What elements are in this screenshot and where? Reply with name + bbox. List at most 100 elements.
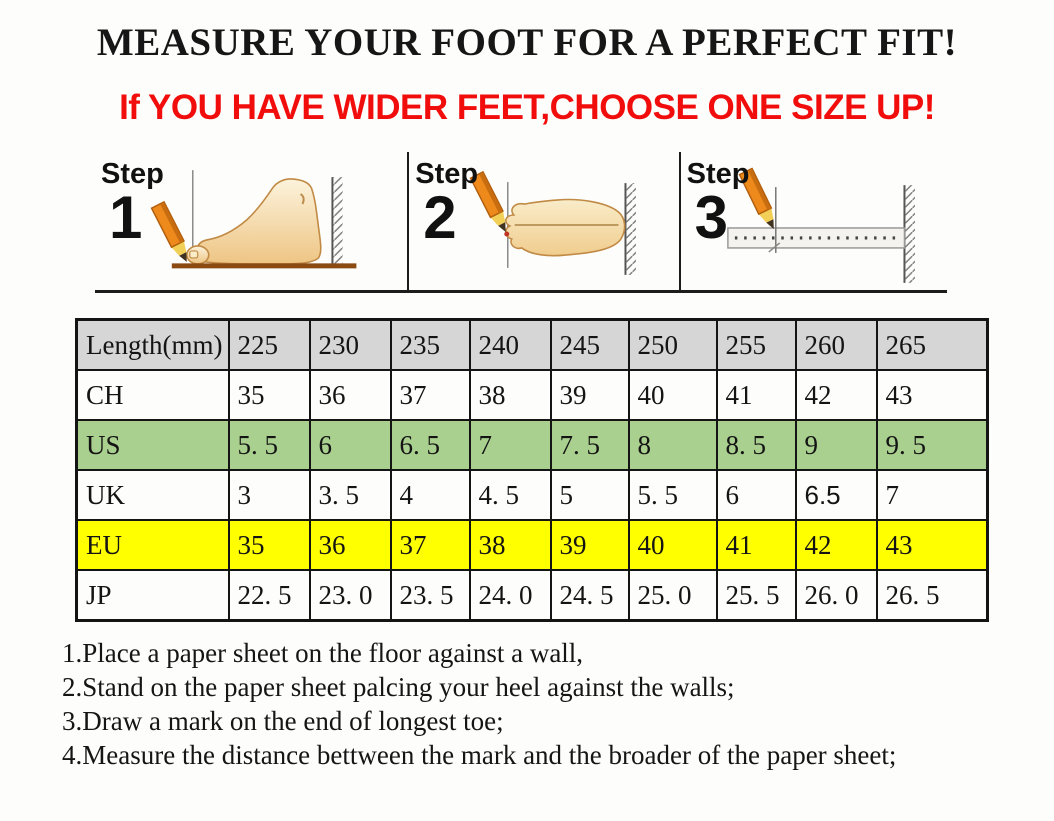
step-3-header: Step 3 (686, 158, 750, 251)
row-label: Length(mm) (75, 318, 230, 371)
foot-side-view-illustration (150, 170, 357, 269)
row-label: CH (75, 369, 230, 421)
measurement-steps-row: Step 1 (95, 152, 947, 293)
table-cell: 6 (308, 419, 392, 471)
table-cell: 5. 5 (227, 419, 311, 471)
wall-hatch (332, 177, 343, 265)
table-cell: 42 (794, 519, 878, 571)
table-cell: 5 (549, 469, 630, 521)
small-cross-mark (767, 242, 780, 253)
row-label: EU (75, 519, 230, 571)
table-cell: 24. 5 (549, 569, 630, 622)
table-cell: 8 (627, 419, 718, 471)
table-cell: 41 (715, 369, 797, 421)
table-cell: 4 (389, 469, 471, 521)
ruler (726, 227, 905, 249)
foot-top-shape (505, 198, 626, 257)
step-number: 3 (694, 184, 728, 251)
step-3-panel: Step 3 (678, 152, 947, 290)
table-cell: 235 (389, 318, 471, 371)
pencil-icon (738, 167, 774, 229)
table-cell: 38 (468, 369, 552, 421)
row-label: JP (75, 569, 230, 622)
table-cell: 36 (308, 519, 392, 571)
table-row: JP 22. 5 23. 0 23. 5 24. 0 24. 5 25. 0 25. 5 26.… (75, 569, 989, 622)
table-cell: 39 (549, 369, 630, 421)
step-2-panel: Step 2 (407, 152, 678, 290)
table-cell: 23. 0 (308, 569, 392, 622)
table-cell: 41 (715, 519, 797, 571)
table-cell: 23. 5 (389, 569, 471, 622)
wider-feet-warning: If YOU HAVE WIDER FEET,CHOOSE ONE SIZE U… (119, 88, 935, 127)
table-cell: 36 (308, 369, 392, 421)
instructions-list: 1.Place a paper sheet on the floor again… (62, 636, 896, 772)
table-cell: 40 (627, 369, 718, 421)
step-1-header: Step 1 (101, 158, 164, 248)
table-cell: 245 (549, 318, 630, 371)
table-cell: 3 (227, 469, 311, 521)
pencil-icon (469, 170, 507, 232)
ruler-measure-illustration (726, 167, 915, 283)
table-cell: 9 (794, 419, 878, 471)
table-cell: 26. 5 (875, 569, 989, 622)
table-cell: 25. 5 (715, 569, 797, 622)
table-cell: 43 (875, 369, 989, 421)
table-cell: 3. 5 (308, 469, 392, 521)
table-cell: 225 (227, 318, 311, 371)
table-cell: 6.5 (794, 469, 878, 521)
pencil-mark-dot (504, 231, 510, 237)
table-cell: 39 (549, 519, 630, 571)
foot-side-shape (195, 178, 322, 265)
step-label: Step (686, 158, 750, 190)
table-cell: 25. 0 (627, 569, 718, 622)
table-cell: 24. 0 (468, 569, 552, 622)
table-cell: 260 (794, 318, 878, 371)
table-row: US 5. 5 6 6. 5 7 7. 5 8 8. 5 9 9. 5 (75, 419, 989, 471)
table-cell: 6 (715, 469, 797, 521)
step-1-panel: Step 1 (95, 152, 407, 290)
page-title: MEASURE YOUR FOOT FOR A PERFECT FIT! (96, 21, 958, 64)
toenail (189, 250, 199, 259)
ankle-mark (299, 193, 305, 205)
table-cell: 5. 5 (627, 469, 718, 521)
row-label: US (75, 419, 230, 471)
foot-top-view-illustration (469, 170, 637, 275)
table-cell: 35 (227, 369, 311, 421)
table-cell: 22. 5 (227, 569, 311, 622)
step-number: 2 (423, 184, 457, 251)
wall-hatch (904, 185, 915, 283)
instruction-line: 4.Measure the distance bettween the mark… (62, 740, 897, 770)
table-cell: 4. 5 (468, 469, 552, 521)
size-chart-table: Length(mm) 225 230 235 240 245 250 255 260 265 CH 3… (75, 318, 989, 622)
step-label: Step (415, 158, 479, 190)
table-row: EU 35 36 37 38 39 40 41 42 43 (75, 519, 989, 571)
table-cell: 7 (875, 469, 989, 521)
row-label: UK (75, 469, 230, 521)
step-2-header: Step 2 (415, 158, 479, 251)
table-cell: 255 (715, 318, 797, 371)
table-row: Length(mm) 225 230 235 240 245 250 255 260 265 (75, 318, 989, 371)
table-cell: 7. 5 (549, 419, 630, 471)
instruction-line: 3.Draw a mark on the end of longest toe; (62, 706, 504, 736)
table-cell: 42 (794, 369, 878, 421)
instruction-line: 1.Place a paper sheet on the floor again… (62, 638, 584, 668)
table-cell: 26. 0 (794, 569, 878, 622)
table-row: CH 35 36 37 38 39 40 41 42 43 (75, 369, 989, 421)
table-cell: 43 (875, 519, 989, 571)
instruction-line: 2.Stand on the paper sheet palcing your … (62, 672, 735, 702)
step-label: Step (101, 158, 164, 190)
wall-hatch (626, 183, 637, 275)
table-cell: 37 (389, 519, 471, 571)
table-cell: 265 (875, 318, 989, 371)
table-cell: 8. 5 (715, 419, 797, 471)
table-cell: 40 (627, 519, 718, 571)
table-cell: 37 (389, 369, 471, 421)
table-cell: 9. 5 (875, 419, 989, 471)
table-cell: 7 (468, 419, 552, 471)
table-cell: 38 (468, 519, 552, 571)
table-row: UK 3 3. 5 4 4. 5 5 5. 5 6 6.5 7 (75, 469, 989, 521)
table-cell: 230 (308, 318, 392, 371)
table-cell: 35 (227, 519, 311, 571)
size-table-body: Length(mm) 225 230 235 240 245 250 255 260 265 CH 3… (75, 318, 989, 622)
